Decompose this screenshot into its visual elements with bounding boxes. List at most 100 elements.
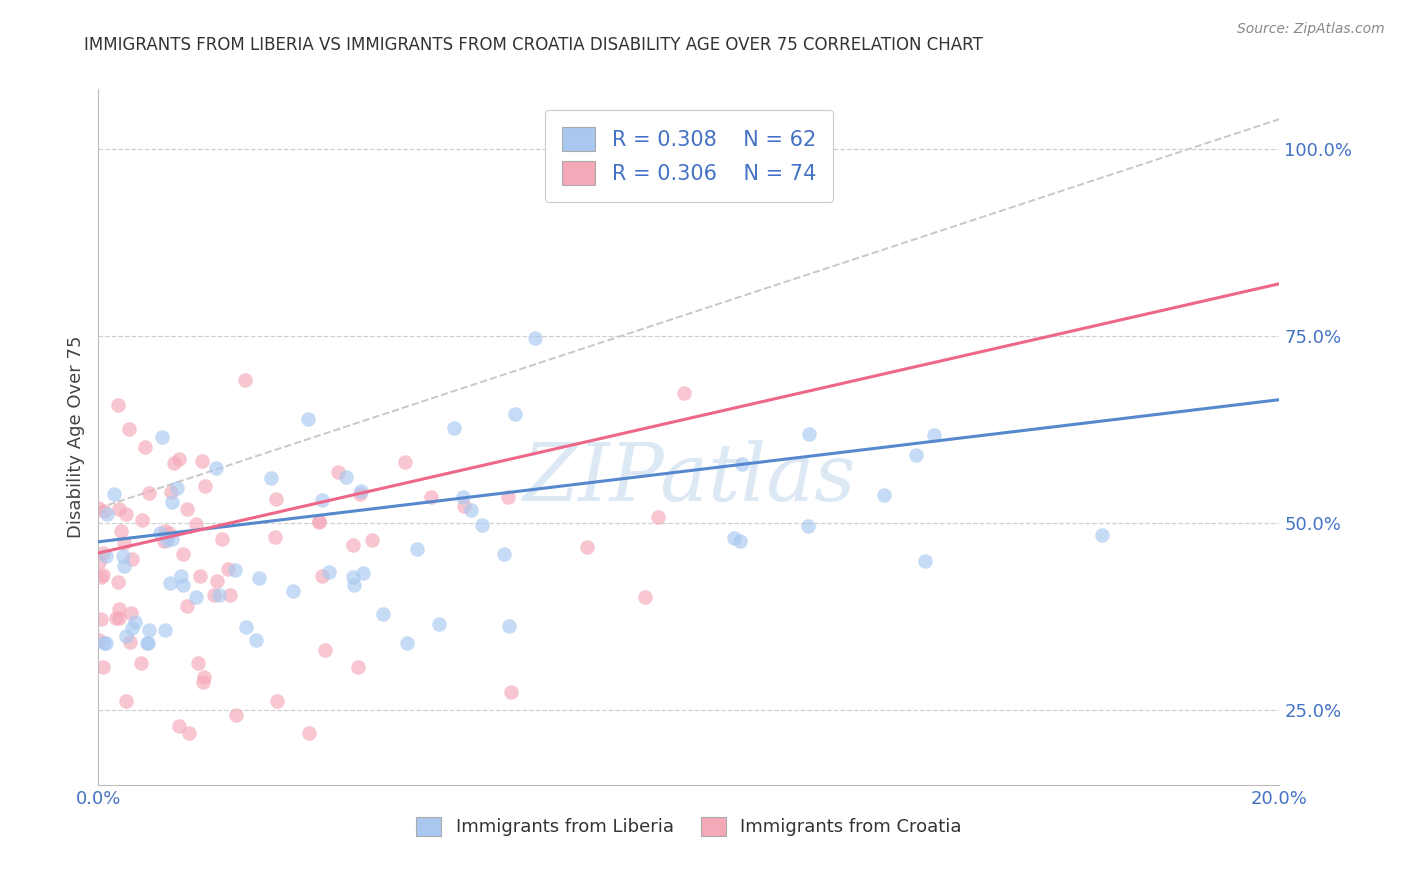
Point <box>93 503 115 517</box>
Point <box>104 611 127 625</box>
Point <box>96 549 118 564</box>
Point <box>162 495 184 509</box>
Point <box>453 499 475 513</box>
Point <box>349 487 371 501</box>
Point <box>505 407 527 421</box>
Point <box>298 725 321 739</box>
Point <box>523 331 546 345</box>
Point <box>91 546 114 560</box>
Point <box>361 533 384 548</box>
Point <box>160 484 183 499</box>
Point <box>217 562 239 576</box>
Point <box>93 568 115 582</box>
Point <box>90 612 112 626</box>
Point <box>924 427 946 442</box>
Point <box>233 373 256 387</box>
Point <box>247 571 270 585</box>
Point <box>87 500 110 515</box>
Point <box>167 452 190 467</box>
Point <box>297 412 319 426</box>
Point <box>914 554 936 568</box>
Point <box>342 538 364 552</box>
Point <box>350 483 373 498</box>
Point <box>184 590 207 604</box>
Point <box>187 657 209 671</box>
Point <box>156 533 179 547</box>
Y-axis label: Disability Age Over 75: Disability Age Over 75 <box>66 335 84 539</box>
Point <box>335 470 357 484</box>
Point <box>103 487 125 501</box>
Point <box>87 632 110 647</box>
Point <box>494 547 516 561</box>
Point <box>797 519 820 533</box>
Point <box>264 492 287 507</box>
Point <box>107 398 129 412</box>
Point <box>308 515 330 529</box>
Point <box>211 533 233 547</box>
Point <box>326 465 349 479</box>
Point <box>266 694 288 708</box>
Point <box>93 636 115 650</box>
Point <box>728 534 751 549</box>
Point <box>167 718 190 732</box>
Point <box>112 559 135 574</box>
Point <box>731 457 754 471</box>
Point <box>208 588 231 602</box>
Point <box>872 488 894 502</box>
Point <box>121 606 143 620</box>
Point <box>111 549 134 563</box>
Point <box>91 660 114 674</box>
Point <box>395 636 418 650</box>
Point <box>124 615 146 629</box>
Point <box>471 517 494 532</box>
Point <box>443 420 465 434</box>
Point <box>138 485 160 500</box>
Point <box>118 422 141 436</box>
Point <box>115 507 138 521</box>
Point <box>318 566 340 580</box>
Point <box>501 685 523 699</box>
Point <box>191 454 214 468</box>
Point <box>205 461 228 475</box>
Point <box>129 656 152 670</box>
Point <box>343 578 366 592</box>
Point <box>108 501 131 516</box>
Point <box>169 568 191 582</box>
Point <box>347 660 370 674</box>
Point <box>224 564 246 578</box>
Point <box>451 491 474 505</box>
Point <box>121 551 143 566</box>
Point <box>311 568 333 582</box>
Point <box>118 635 141 649</box>
Point <box>112 535 135 549</box>
Point <box>153 534 176 549</box>
Point <box>205 574 228 588</box>
Point <box>136 636 159 650</box>
Point <box>163 456 186 470</box>
Point <box>110 524 132 539</box>
Point <box>176 501 198 516</box>
Point <box>394 455 416 469</box>
Point <box>219 588 242 602</box>
Point <box>905 448 928 462</box>
Point <box>194 479 217 493</box>
Point <box>160 532 183 546</box>
Point <box>1090 527 1112 541</box>
Point <box>131 513 153 527</box>
Text: Source: ZipAtlas.com: Source: ZipAtlas.com <box>1237 22 1385 37</box>
Point <box>498 490 520 504</box>
Legend: Immigrants from Liberia, Immigrants from Croatia: Immigrants from Liberia, Immigrants from… <box>406 808 972 846</box>
Point <box>419 490 441 504</box>
Point <box>114 693 136 707</box>
Point <box>281 584 304 599</box>
Point <box>264 530 287 544</box>
Point <box>166 481 188 495</box>
Point <box>193 670 215 684</box>
Point <box>138 624 160 638</box>
Point <box>460 503 482 517</box>
Point <box>342 570 364 584</box>
Point <box>225 707 247 722</box>
Point <box>406 542 429 557</box>
Point <box>172 578 194 592</box>
Point <box>96 508 118 522</box>
